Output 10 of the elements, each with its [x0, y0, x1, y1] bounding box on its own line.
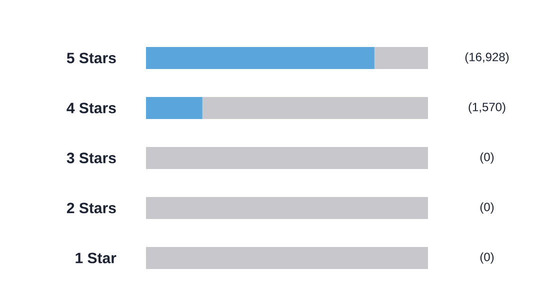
y-tick-label: 4 Stars — [66, 102, 116, 114]
text: (0) — [480, 252, 494, 264]
text: (0) — [480, 202, 494, 214]
y-tick-label: 3 Stars — [66, 152, 116, 164]
text: (16,928) — [465, 52, 509, 64]
text: (0) — [480, 152, 494, 164]
text: (1,570) — [468, 102, 506, 114]
y-tick-label: 1 Star — [76, 252, 116, 264]
y-tick-label: 5 Stars — [66, 52, 116, 64]
y-tick-label: 2 Stars — [66, 202, 116, 214]
